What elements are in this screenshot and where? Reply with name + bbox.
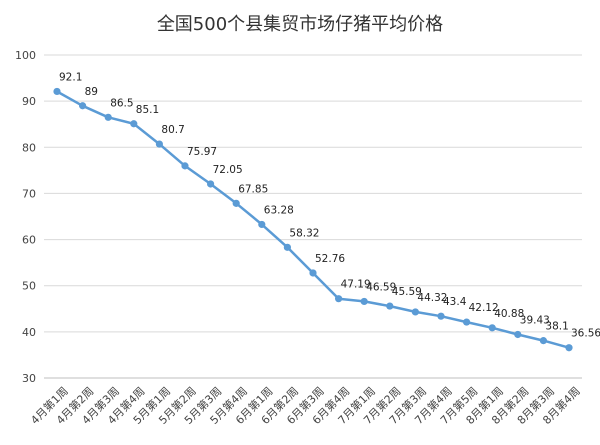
data-point (360, 297, 368, 306)
data-label: 46.59 (366, 281, 396, 293)
data-point (335, 295, 343, 303)
data-point (104, 113, 112, 121)
data-point (309, 269, 317, 277)
y-tick-label: 100 (15, 49, 36, 62)
data-point (258, 220, 266, 229)
data-label: 63.28 (264, 204, 294, 216)
data-label: 86.5 (110, 97, 133, 109)
y-tick-label: 30 (22, 372, 36, 385)
data-point (155, 140, 163, 148)
data-label: 52.76 (315, 253, 345, 265)
data-point (207, 180, 215, 188)
data-label: 36.56 (571, 328, 600, 340)
data-label: 67.85 (238, 183, 268, 195)
data-point (386, 302, 394, 310)
data-label: 47.19 (341, 279, 371, 291)
data-point (181, 162, 189, 170)
data-label: 80.7 (161, 124, 184, 136)
data-point (437, 312, 445, 320)
chart-title: 全国500个县集贸市场仔猪平均价格 (156, 14, 444, 35)
data-point (232, 199, 240, 207)
data-label: 75.97 (187, 146, 217, 158)
data-label: 72.05 (213, 164, 243, 176)
y-tick-label: 40 (22, 326, 36, 339)
data-label: 85.1 (136, 104, 159, 116)
y-tick-label: 80 (22, 141, 36, 154)
data-point (539, 337, 548, 345)
data-label: 44.32 (417, 292, 447, 304)
data-label: 40.88 (494, 308, 524, 320)
y-tick-label: 90 (22, 95, 36, 108)
data-point (463, 318, 471, 326)
data-point (53, 87, 61, 96)
data-point (488, 324, 496, 332)
y-tick-label: 70 (22, 187, 36, 200)
data-label: 38.1 (545, 321, 568, 333)
data-label: 45.59 (392, 286, 422, 298)
data-label: 89 (85, 86, 98, 98)
data-point (79, 102, 87, 110)
data-point (411, 308, 419, 316)
y-tick-label: 60 (22, 234, 36, 247)
y-tick-label: 50 (22, 280, 36, 293)
data-label: 39.43 (520, 314, 550, 326)
data-label: 42.12 (469, 302, 499, 314)
data-point (283, 243, 291, 251)
data-label: 43.4 (443, 296, 467, 308)
data-point (130, 120, 138, 128)
data-point (565, 344, 573, 352)
data-point (514, 330, 522, 339)
data-label: 92.1 (59, 71, 82, 83)
data-label: 58.32 (289, 227, 319, 239)
